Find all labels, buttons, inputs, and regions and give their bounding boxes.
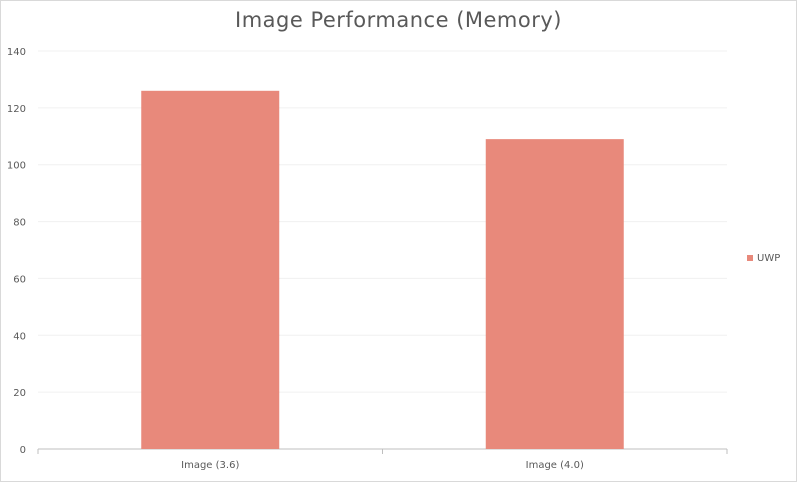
y-tick-label: 140 [7, 47, 26, 58]
legend-label: UWP [757, 253, 780, 264]
y-tick-label: 80 [13, 218, 26, 229]
bar [485, 139, 624, 449]
y-tick-label: 40 [13, 331, 26, 342]
y-tick-label: 0 [20, 445, 26, 456]
legend-swatch [747, 255, 753, 261]
chart-title: Image Performance (Memory) [235, 8, 562, 32]
y-tick-label: 60 [13, 274, 26, 285]
y-tick-label: 120 [7, 104, 26, 115]
y-tick-label: 100 [7, 161, 26, 172]
x-tick-label: Image (4.0) [526, 460, 584, 471]
y-tick-label: 20 [13, 388, 26, 399]
x-tick-label: Image (3.6) [181, 460, 239, 471]
bar [141, 90, 280, 450]
